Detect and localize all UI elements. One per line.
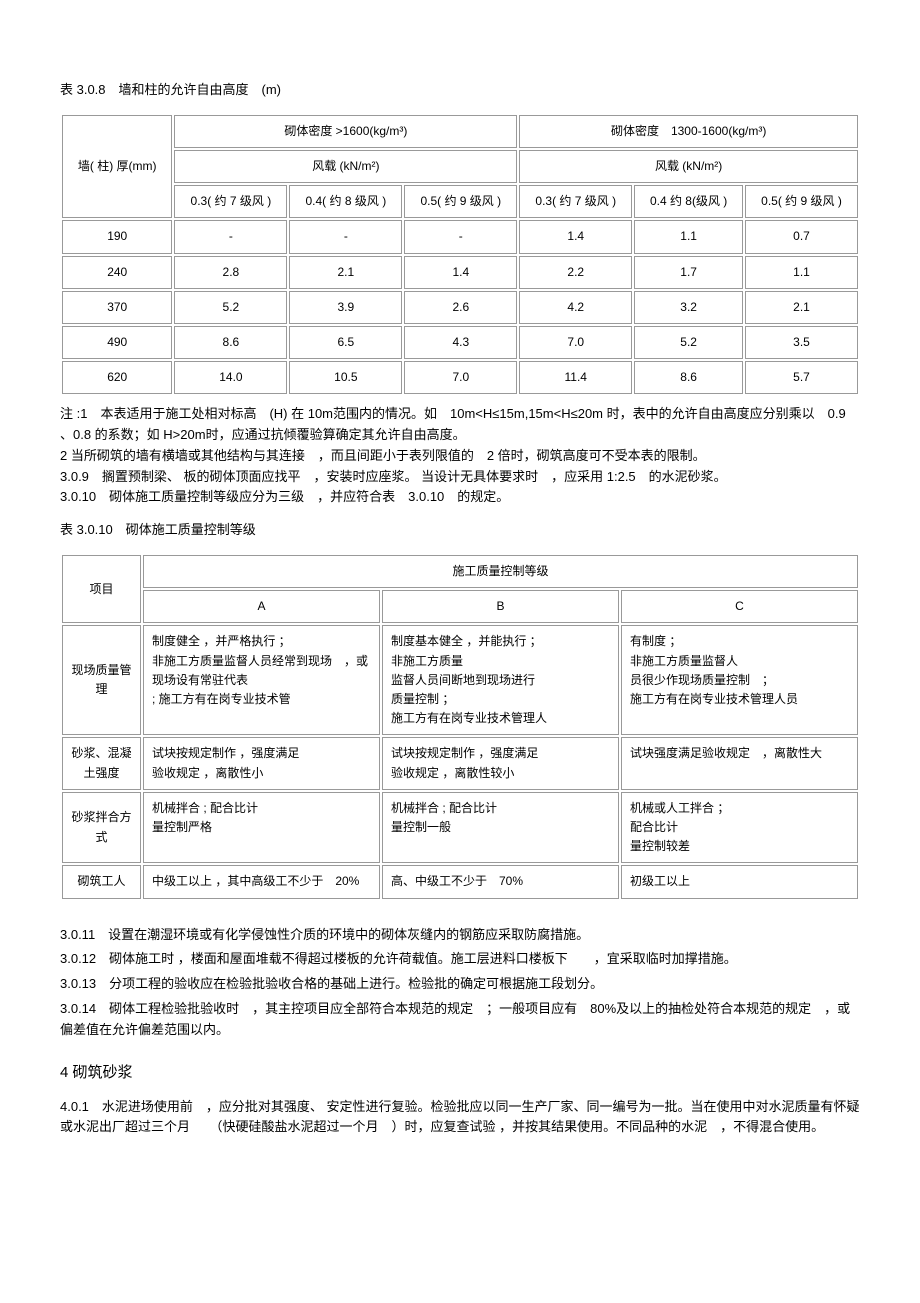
note-line: 3.0.10 砌体施工质量控制等级应分为三级 ，并应符合表 3.0.10 的规定… [60,487,860,508]
table-row: 490 8.6 6.5 4.3 7.0 5.2 3.5 [62,326,858,359]
table-row: 现场质量管理 制度健全 ，并严格执行 ； 非施工方质量监督人员经常到现场 ，或现… [62,625,858,735]
t1-h-wind2: 风载 (kN/m²) [519,150,858,183]
para-3014: 3.0.14 砌体工程检验批验收时 ，其主控项目应全部符合本规范的规定 ；一般项… [60,999,860,1041]
t1-h-wind1: 风载 (kN/m²) [174,150,517,183]
t1-h3-3: 0.3( 约 7 级风 ) [519,185,632,218]
table2-caption: 表 3.0.10 砌体施工质量控制等级 [60,520,860,541]
t2-h-a: A [143,590,380,623]
table-row: 190 - - - 1.4 1.1 0.7 [62,220,858,253]
t2-h-b: B [382,590,619,623]
t2-h-span: 施工质量控制等级 [143,555,858,588]
t1-h-density1: 砌体密度 >1600(kg/m³) [174,115,517,148]
t1-h3-5: 0.5( 约 9 级风 ) [745,185,858,218]
t1-h-density2: 砌体密度 1300-1600(kg/m³) [519,115,858,148]
t2-h-col0: 项目 [62,555,141,623]
para-3012: 3.0.12 砌体施工时 ，楼面和屋面堆载不得超过楼板的允许荷载值。施工层进料口… [60,949,860,970]
table1: 墙( 柱) 厚(mm) 砌体密度 >1600(kg/m³) 砌体密度 1300-… [60,113,860,397]
table-row: 砌筑工人 中级工以上 ，其中高级工不少于 20% 高、中级工不少于 70% 初级… [62,865,858,898]
para-3013: 3.0.13 分项工程的验收应在检验批验收合格的基础上进行。检验批的确定可根据施… [60,974,860,995]
note-line: 注 :1 本表适用于施工处相对标高 (H) 在 10m范围内的情况。如 10m<… [60,404,860,446]
para-3011: 3.0.11 设置在潮湿环境或有化学侵蚀性介质的环境中的砌体灰缝内的钢筋应采取防… [60,925,860,946]
table-row: 砂浆、混凝土强度 试块按规定制作 ，强度满足 验收规定 ，离散性小 试块按规定制… [62,737,858,789]
table-row: 620 14.0 10.5 7.0 11.4 8.6 5.7 [62,361,858,394]
note-line: 2 当所砌筑的墙有横墙或其他结构与其连接 ，而且间距小于表列限值的 2 倍时，砌… [60,446,860,467]
t1-h3-0: 0.3( 约 7 级风 ) [174,185,287,218]
note-line: 3.0.9 搁置预制梁、 板的砌体顶面应找平 ，安装时应座浆。 当设计无具体要求… [60,467,860,488]
t2-h-c: C [621,590,858,623]
t1-h3-4: 0.4 约 8(级风 ) [634,185,743,218]
table-row: 240 2.8 2.1 1.4 2.2 1.7 1.1 [62,256,858,289]
notes-after-table1: 注 :1 本表适用于施工处相对标高 (H) 在 10m范围内的情况。如 10m<… [60,404,860,508]
table1-caption: 表 3.0.8 墙和柱的允许自由高度 (m) [60,80,860,101]
table-row: 370 5.2 3.9 2.6 4.2 3.2 2.1 [62,291,858,324]
section4-title: 4 砌筑砂浆 [60,1061,860,1085]
table2: 项目 施工质量控制等级 A B C 现场质量管理 制度健全 ，并严格执行 ； 非… [60,553,860,900]
table-row: 砂浆拌合方式 机械拌合 ; 配合比计 量控制严格 机械拌合 ; 配合比计 量控制… [62,792,858,864]
t1-h3-2: 0.5( 约 9 级风 ) [404,185,517,218]
t1-h3-1: 0.4( 约 8 级风 ) [289,185,402,218]
para-401: 4.0.1 水泥进场使用前 ，应分批对其强度、 安定性进行复验。检验批应以同一生… [60,1097,860,1139]
t1-h-col0: 墙( 柱) 厚(mm) [62,115,172,219]
